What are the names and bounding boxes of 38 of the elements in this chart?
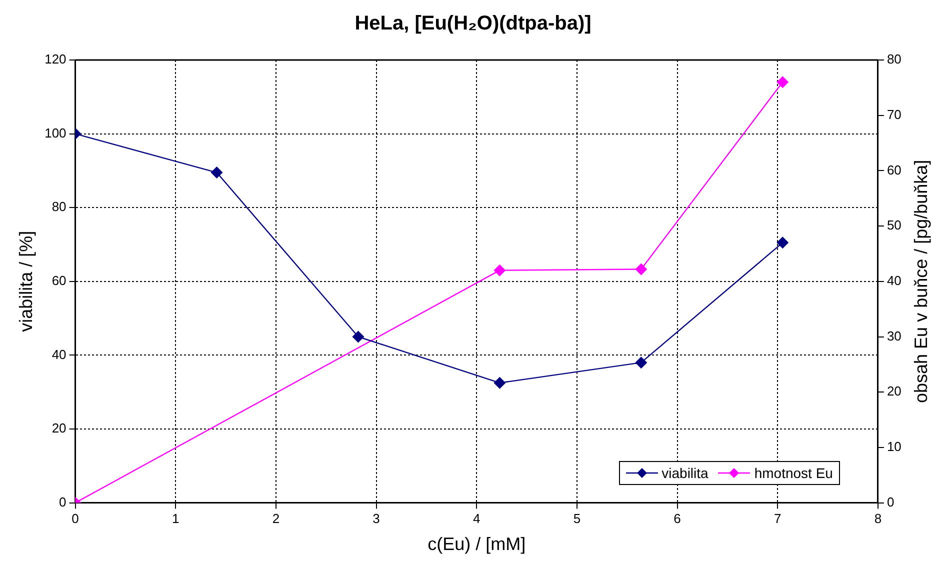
x-tick-label: 2 <box>272 511 280 526</box>
x-tick-label: 7 <box>774 511 782 526</box>
point <box>635 263 648 276</box>
y-tick-label: 0 <box>59 494 66 510</box>
y2-tick-label: 10 <box>886 439 902 454</box>
point <box>635 356 648 369</box>
x-tick-label: 1 <box>172 511 180 526</box>
y-tick-label: 80 <box>52 199 66 214</box>
x-tick-label: 4 <box>473 511 480 526</box>
point <box>210 166 223 179</box>
y-tick-label: 120 <box>44 52 66 67</box>
legend-label: viabilita <box>662 464 708 481</box>
x-tick-label: 8 <box>874 511 882 526</box>
y-tick-label: 20 <box>52 420 66 436</box>
y2-tick-label: 20 <box>886 384 902 399</box>
y2-tick-label: 30 <box>886 328 902 344</box>
x-axis-title: c(Eu) / [mM] <box>428 534 526 554</box>
chart-title: HeLa, [Eu(H₂O)(dtpa-ba)] <box>354 12 592 35</box>
x-tick-label: 5 <box>573 511 581 526</box>
y-axis-title: viabilita / [%] <box>16 230 36 332</box>
x-tick-label: 6 <box>674 511 681 526</box>
y2-axis-title: obsah Eu v buňce / [pg/buňka] <box>910 160 931 403</box>
point <box>352 330 364 343</box>
y-tick-label: 40 <box>52 346 66 362</box>
point <box>776 236 789 249</box>
y-tick-label: 60 <box>52 272 66 288</box>
legend-label: hmotnost Eu <box>754 464 833 481</box>
y2-tick-label: 80 <box>886 52 902 67</box>
y-tick-label: 100 <box>44 125 66 140</box>
x-tick-label: 3 <box>372 511 380 526</box>
x-tick-label: 0 <box>72 511 79 526</box>
point <box>494 376 506 389</box>
point <box>494 264 506 276</box>
y2-tick-label: 60 <box>886 162 902 178</box>
y2-tick-label: 0 <box>886 494 894 510</box>
y2-tick-label: 40 <box>886 272 902 288</box>
y2-tick-label: 50 <box>886 218 902 233</box>
y2-tick-label: 70 <box>886 106 902 122</box>
